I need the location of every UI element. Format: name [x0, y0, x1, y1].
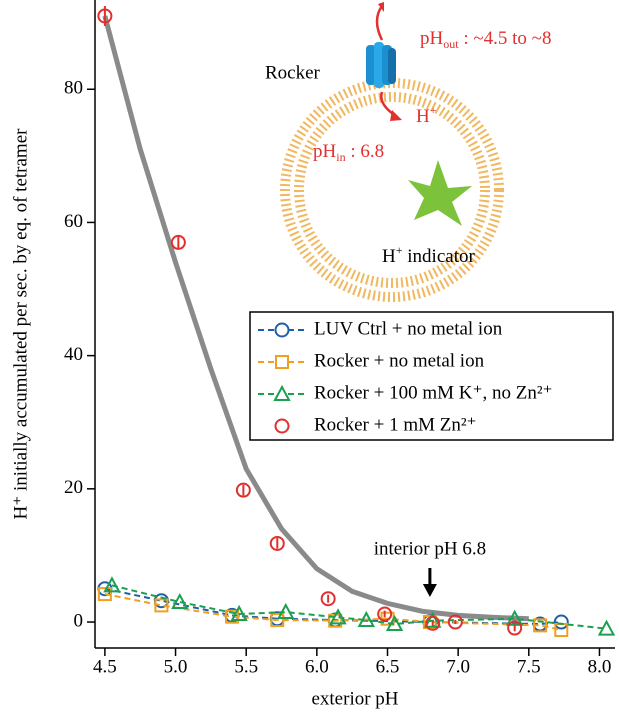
text-part: +: [396, 243, 403, 257]
marker: [357, 610, 375, 628]
text-part: indicator: [403, 246, 476, 267]
marker: [447, 614, 463, 630]
x-tick-label: 6.5: [376, 656, 400, 677]
marker: [170, 234, 186, 250]
x-tick-label: 4.5: [93, 656, 117, 677]
text-part: H: [382, 246, 396, 267]
marker: [320, 591, 336, 607]
marker: [230, 604, 248, 622]
marker: [235, 482, 251, 498]
y-axis-label: H⁺ initially accumulated per sec. by eq.…: [10, 128, 31, 520]
marker: [553, 614, 569, 630]
x-tick-label: 5.5: [234, 656, 258, 677]
marker: [424, 611, 442, 628]
text-part: : ~4.5 to ~8: [459, 28, 552, 49]
y-tick-label: 20: [64, 477, 83, 498]
arrow-up: [375, 5, 384, 41]
inset-label: H+ indicator: [382, 243, 475, 268]
membrane-outer: [280, 78, 504, 302]
marker: [103, 576, 121, 593]
inset-label: Rocker: [265, 62, 321, 83]
legend-marker: [275, 355, 289, 369]
x-tick-label: 5.0: [164, 656, 188, 677]
series-line: [104, 593, 562, 631]
channel-icon: [366, 42, 396, 88]
legend-marker: [274, 322, 290, 338]
x-tick-label: 7.0: [446, 656, 470, 677]
inset-label: pHin : 6.8: [313, 141, 384, 163]
y-tick-label: 80: [64, 78, 83, 99]
text-part: out: [443, 37, 459, 51]
text-part: pH: [420, 28, 444, 49]
x-axis-label: exterior pH: [311, 688, 398, 709]
marker: [269, 535, 285, 551]
legend-label: Rocker + no metal ion: [314, 350, 485, 371]
arrow-head: [378, 2, 384, 12]
marker: [425, 615, 441, 631]
marker: [270, 613, 285, 628]
legend-box: [249, 311, 614, 441]
marker: [171, 592, 189, 610]
legend-marker: [274, 418, 290, 434]
legend: LUV Ctrl + no metal ion Rocker + no metal…: [249, 311, 614, 441]
marker: [277, 602, 295, 620]
x-tick-label: 8.0: [588, 656, 612, 677]
marker: [507, 620, 523, 636]
annotation-arrowhead: [422, 584, 437, 597]
annotation: interior pH 6.8: [374, 538, 486, 559]
marker: [385, 614, 404, 632]
inset-diagram: [280, 2, 504, 302]
marker: [154, 598, 169, 613]
text-part: +: [430, 103, 437, 117]
x-tick-label: 7.5: [517, 656, 541, 677]
marker: [225, 609, 240, 624]
text-part: pH: [313, 141, 337, 162]
y-tick-label: 0: [74, 610, 84, 631]
marker: [97, 8, 113, 24]
marker: [97, 587, 112, 602]
marker: [597, 619, 616, 636]
marker: [329, 608, 347, 625]
membrane-inner: [294, 92, 490, 288]
legend-label: LUV Ctrl + no metal ion: [314, 318, 503, 339]
marker: [377, 606, 393, 622]
x-tick-label: 6.0: [305, 656, 329, 677]
inset-label: pHout : ~4.5 to ~8: [420, 28, 551, 50]
text-part: in: [336, 150, 345, 164]
text-part: H: [416, 106, 430, 127]
inset-label: H+: [416, 103, 437, 128]
y-tick-label: 40: [64, 344, 83, 365]
legend-label: Rocker + 100 mM K⁺, no Zn²⁺: [314, 382, 553, 403]
indicator-star: [408, 160, 472, 226]
marker: [533, 618, 548, 633]
legend-label: Rocker + 1 mM Zn²⁺: [314, 414, 477, 435]
series-line: [111, 584, 607, 630]
text-part: : 6.8: [346, 141, 385, 162]
legend-marker: [273, 384, 291, 401]
y-tick-label: 60: [64, 211, 83, 232]
arrow-head: [390, 110, 402, 121]
